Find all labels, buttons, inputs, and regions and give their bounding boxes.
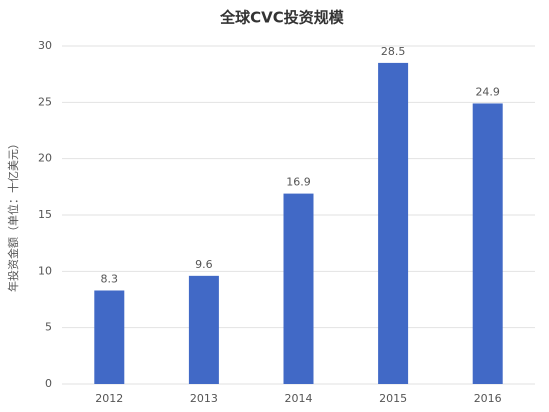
chart-title: 全球CVC投资规模 [219,9,345,27]
y-tick-label: 15 [38,208,52,221]
value-label: 9.6 [195,258,213,271]
x-tick-label: 2012 [95,392,123,405]
bar [94,290,125,384]
bar [283,193,314,384]
value-label: 8.3 [101,272,119,285]
x-tick-label: 2016 [474,392,502,405]
x-tick-label: 2014 [285,392,313,405]
y-tick-label: 30 [38,39,52,52]
value-label: 16.9 [286,176,311,189]
y-tick-label: 10 [38,264,52,277]
y-axis-label: 年投资金额（单位：十亿美元） [6,138,20,292]
x-tick-label: 2013 [190,392,218,405]
bar [472,103,503,385]
value-label: 24.9 [475,85,500,98]
bar [188,275,219,384]
y-tick-label: 25 [38,95,52,108]
bar [378,62,409,385]
x-tick-label: 2015 [379,392,407,405]
value-label: 28.5 [381,45,406,58]
y-tick-label: 20 [38,152,52,165]
y-tick-label: 5 [45,321,52,334]
y-tick-label: 0 [45,377,52,390]
